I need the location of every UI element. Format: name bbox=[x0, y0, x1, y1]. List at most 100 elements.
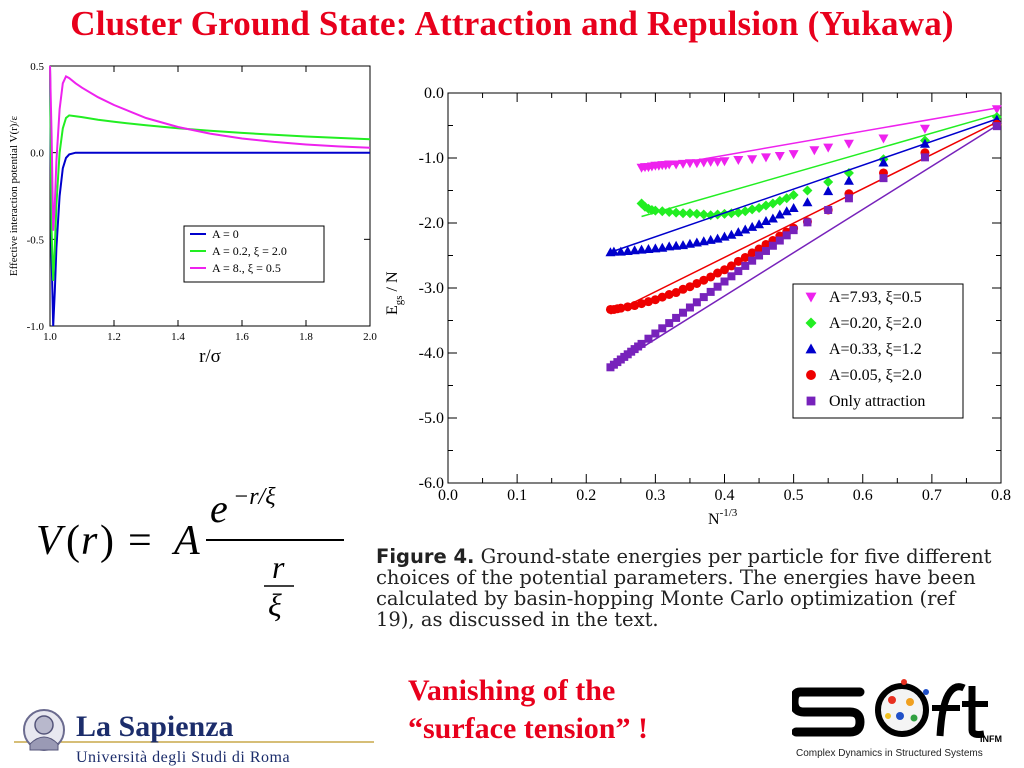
figure-caption: Figure 4. Ground-state energies per part… bbox=[376, 546, 996, 630]
data-point bbox=[747, 248, 757, 258]
svg-text:V: V bbox=[36, 518, 66, 564]
sapienza-subtitle: Università degli Studi di Roma bbox=[76, 749, 290, 766]
y-tick-label: 0.5 bbox=[30, 61, 44, 73]
series-line-1 bbox=[49, 65, 371, 281]
data-point bbox=[733, 227, 744, 237]
legend-label: A=0.20, ξ=2.0 bbox=[829, 315, 922, 332]
svg-text:): ) bbox=[100, 518, 114, 564]
energy-chart-axes: 0.0 0.1 0.2 0.3 0.4 0.5 0.6 0.7 0.8 0.0 -1.0 -2.0 -3… bbox=[384, 85, 1011, 528]
data-point bbox=[740, 224, 751, 234]
potential-chart-axes: 1.0 1.2 1.4 1.6 1.8 2.0 0.5 0.0 -0.5 -1.0 r/σ Effec… bbox=[8, 61, 377, 367]
y-tick-label: 0.0 bbox=[424, 85, 444, 102]
data-point bbox=[678, 159, 689, 169]
data-point bbox=[616, 303, 626, 313]
y-tick-label: -5.0 bbox=[419, 410, 444, 427]
legend-marker bbox=[805, 317, 817, 329]
y-tick-label: -2.0 bbox=[419, 215, 444, 232]
x-tick-label: 0.3 bbox=[645, 487, 665, 504]
y-tick-label: -6.0 bbox=[419, 475, 444, 492]
data-point bbox=[755, 251, 764, 260]
data-point bbox=[629, 245, 640, 255]
data-point bbox=[734, 267, 743, 276]
legend-label: Only attraction bbox=[829, 393, 925, 410]
data-point bbox=[727, 272, 736, 281]
data-point bbox=[767, 213, 778, 223]
fit-line bbox=[610, 121, 998, 315]
legend-marker bbox=[806, 396, 816, 406]
data-point bbox=[650, 205, 661, 216]
data-point bbox=[615, 246, 626, 256]
data-point bbox=[706, 287, 715, 296]
y-tick-label: -1.0 bbox=[419, 150, 444, 167]
data-point bbox=[726, 261, 736, 271]
y-axis-label: Effective interaction potential V(r)/ε bbox=[8, 115, 20, 276]
series-2 bbox=[605, 114, 1002, 257]
legend-label: A = 8., ξ = 0.5 bbox=[212, 261, 281, 275]
data-point bbox=[775, 236, 784, 245]
data-point bbox=[823, 143, 834, 153]
sapienza-name: La Sapienza bbox=[76, 710, 234, 743]
data-point bbox=[823, 186, 834, 196]
data-point bbox=[636, 244, 647, 254]
x-axis-label: N-1/3 bbox=[708, 507, 738, 528]
legend-label: A=0.05, ξ=2.0 bbox=[829, 367, 922, 384]
data-point bbox=[692, 278, 702, 288]
potential-chart-lines bbox=[49, 65, 371, 327]
legend-marker bbox=[805, 292, 817, 303]
data-point bbox=[685, 303, 694, 312]
fit-line bbox=[641, 113, 998, 218]
data-point bbox=[657, 292, 667, 302]
data-point bbox=[843, 175, 854, 185]
plot-frame bbox=[49, 65, 371, 327]
y-tick-label: -1.0 bbox=[27, 321, 45, 333]
tagline: Vanishing of the “surface tension” ! bbox=[408, 672, 648, 748]
data-point bbox=[782, 231, 791, 240]
data-point bbox=[802, 185, 813, 196]
data-point bbox=[781, 206, 792, 216]
y-tick-label: -0.5 bbox=[27, 234, 45, 246]
data-point bbox=[705, 210, 716, 221]
energy-chart: 0.0 0.1 0.2 0.3 0.4 0.5 0.6 0.7 0.8 0.0 -1.0 -2.0 -3… bbox=[384, 85, 1011, 528]
x-tick-label: 1.6 bbox=[235, 331, 249, 343]
data-point bbox=[843, 139, 854, 149]
data-point bbox=[878, 157, 889, 167]
data-point bbox=[733, 256, 743, 266]
svg-text:=: = bbox=[128, 518, 152, 564]
sapienza-emblem-icon bbox=[23, 709, 65, 751]
data-point bbox=[740, 252, 750, 262]
x-tick-label: 0.8 bbox=[991, 487, 1011, 504]
tagline-line-2: “surface tension” ! bbox=[408, 712, 648, 745]
legend-marker bbox=[806, 370, 816, 380]
data-point bbox=[699, 275, 709, 285]
x-tick-label: 0.6 bbox=[853, 487, 873, 504]
x-tick-label: 0.1 bbox=[507, 487, 527, 504]
data-point bbox=[733, 155, 744, 165]
data-point bbox=[608, 246, 619, 256]
potential-chart-legend: A = 0 A = 0.2, ξ = 2.0 A = 8., ξ = 0.5 bbox=[183, 225, 325, 283]
data-point bbox=[650, 295, 660, 305]
legend-marker bbox=[805, 343, 817, 354]
svg-text:r: r bbox=[81, 518, 98, 564]
data-point bbox=[760, 216, 771, 226]
data-point bbox=[671, 160, 682, 170]
data-point bbox=[630, 301, 640, 311]
data-point bbox=[643, 244, 654, 253]
series-line-2 bbox=[49, 65, 371, 231]
data-point bbox=[678, 284, 688, 294]
series-4 bbox=[606, 122, 1001, 372]
data-point bbox=[920, 153, 929, 162]
data-point bbox=[644, 334, 653, 343]
data-point bbox=[823, 177, 834, 188]
slide-title: Cluster Ground State: Attraction and Rep… bbox=[70, 4, 954, 43]
data-point bbox=[664, 241, 675, 251]
tagline-line-1: Vanishing of the bbox=[408, 674, 616, 707]
data-point bbox=[802, 197, 813, 207]
x-tick-label: 0.7 bbox=[922, 487, 942, 504]
data-point bbox=[747, 155, 758, 165]
data-point bbox=[992, 122, 1001, 131]
data-point bbox=[699, 293, 708, 302]
data-point bbox=[788, 190, 799, 201]
data-point bbox=[768, 241, 777, 250]
svg-text:ξ: ξ bbox=[268, 587, 282, 623]
data-point bbox=[698, 158, 709, 168]
